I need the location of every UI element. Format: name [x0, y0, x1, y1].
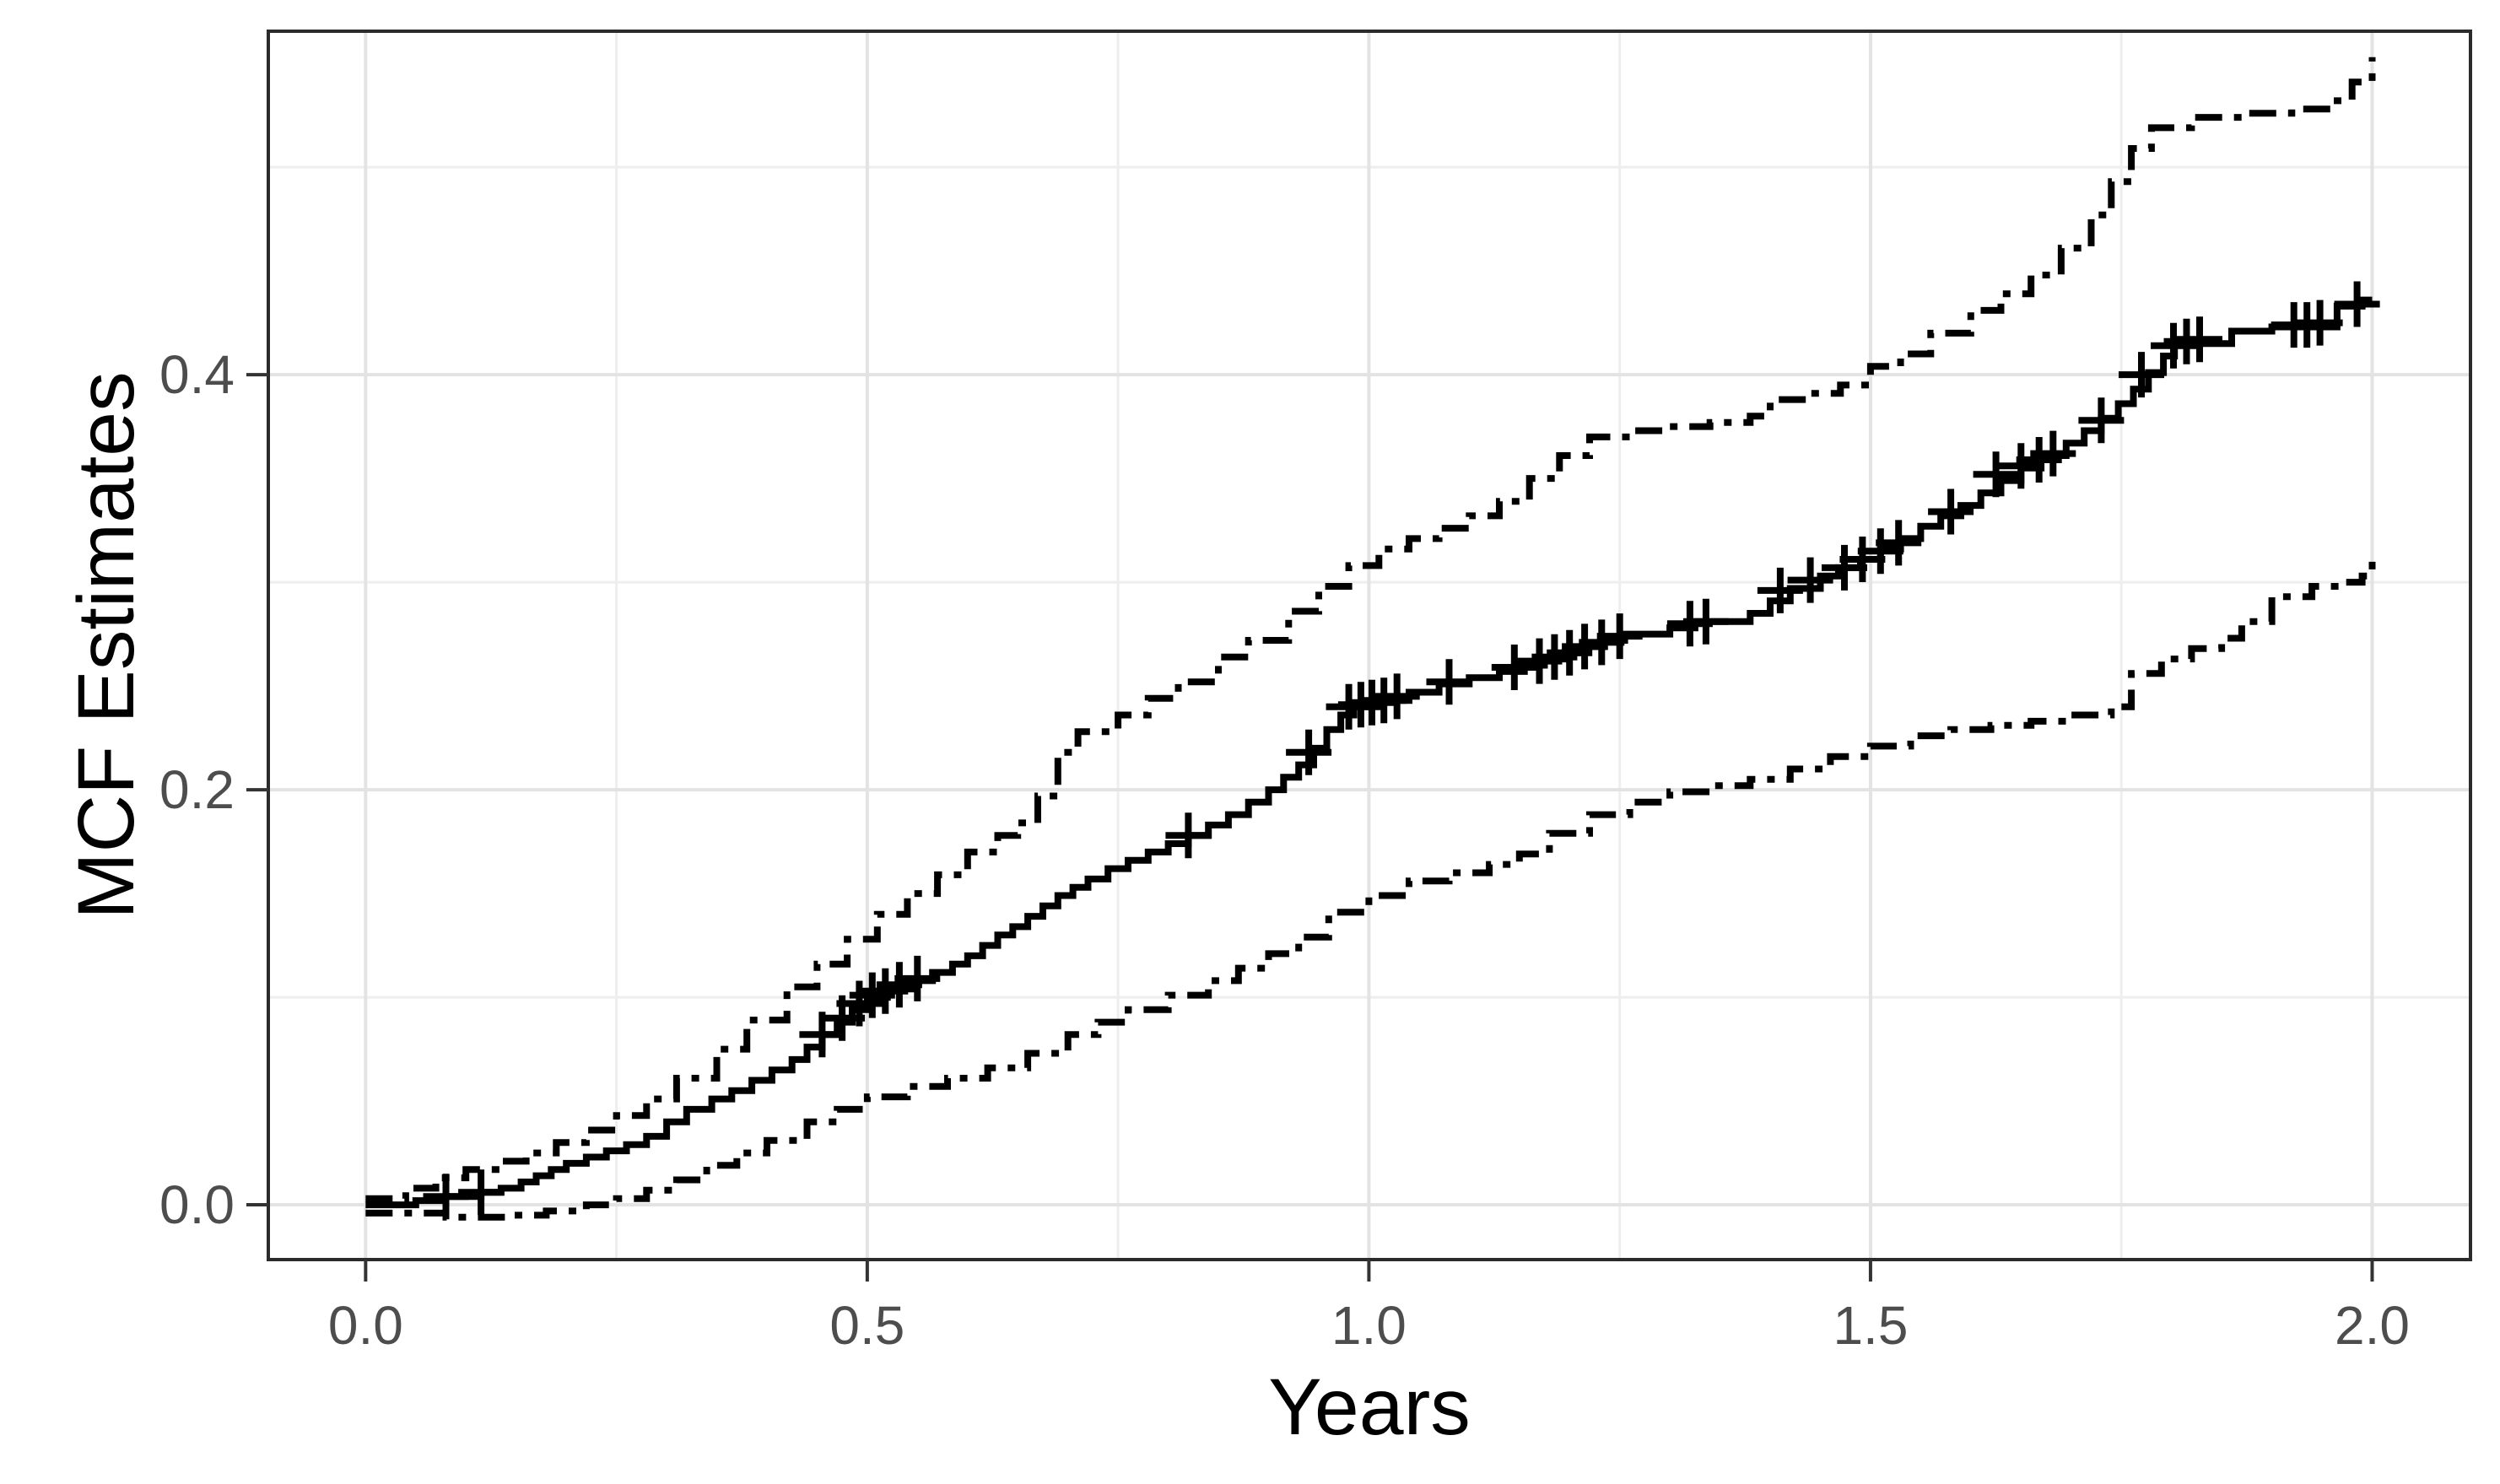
- x-tick-label: 1.0: [1331, 1295, 1407, 1356]
- censor-plus-glyphs: [423, 281, 2380, 1220]
- mcf-step-curve: [365, 296, 2373, 1209]
- y-tick-label: 0.0: [159, 1174, 235, 1235]
- x-tick-label: 1.5: [1833, 1295, 1908, 1356]
- lower-ci-curve: [365, 561, 2376, 1221]
- x-axis-ticks: [364, 1260, 2374, 1282]
- y-tick-label: 0.2: [159, 759, 235, 820]
- x-axis-title: Years: [1268, 1363, 1470, 1452]
- x-tick-label: 2.0: [2335, 1295, 2410, 1356]
- major-gridlines: [268, 31, 2470, 1260]
- x-tick-label: 0.5: [829, 1295, 904, 1356]
- upper-ci-curve: [365, 57, 2376, 1202]
- censor-marks: [423, 281, 2380, 1220]
- y-tick-label: 0.4: [159, 344, 235, 405]
- x-tick-label: 0.0: [328, 1295, 403, 1356]
- x-axis-tick-labels: 0.0 0.5 1.0 1.5 2.0: [328, 1295, 2410, 1356]
- y-axis-title: MCF Estimates: [62, 371, 151, 919]
- y-axis-tick-labels: 0.0 0.2 0.4: [159, 344, 235, 1235]
- y-axis-ticks: [246, 373, 268, 1207]
